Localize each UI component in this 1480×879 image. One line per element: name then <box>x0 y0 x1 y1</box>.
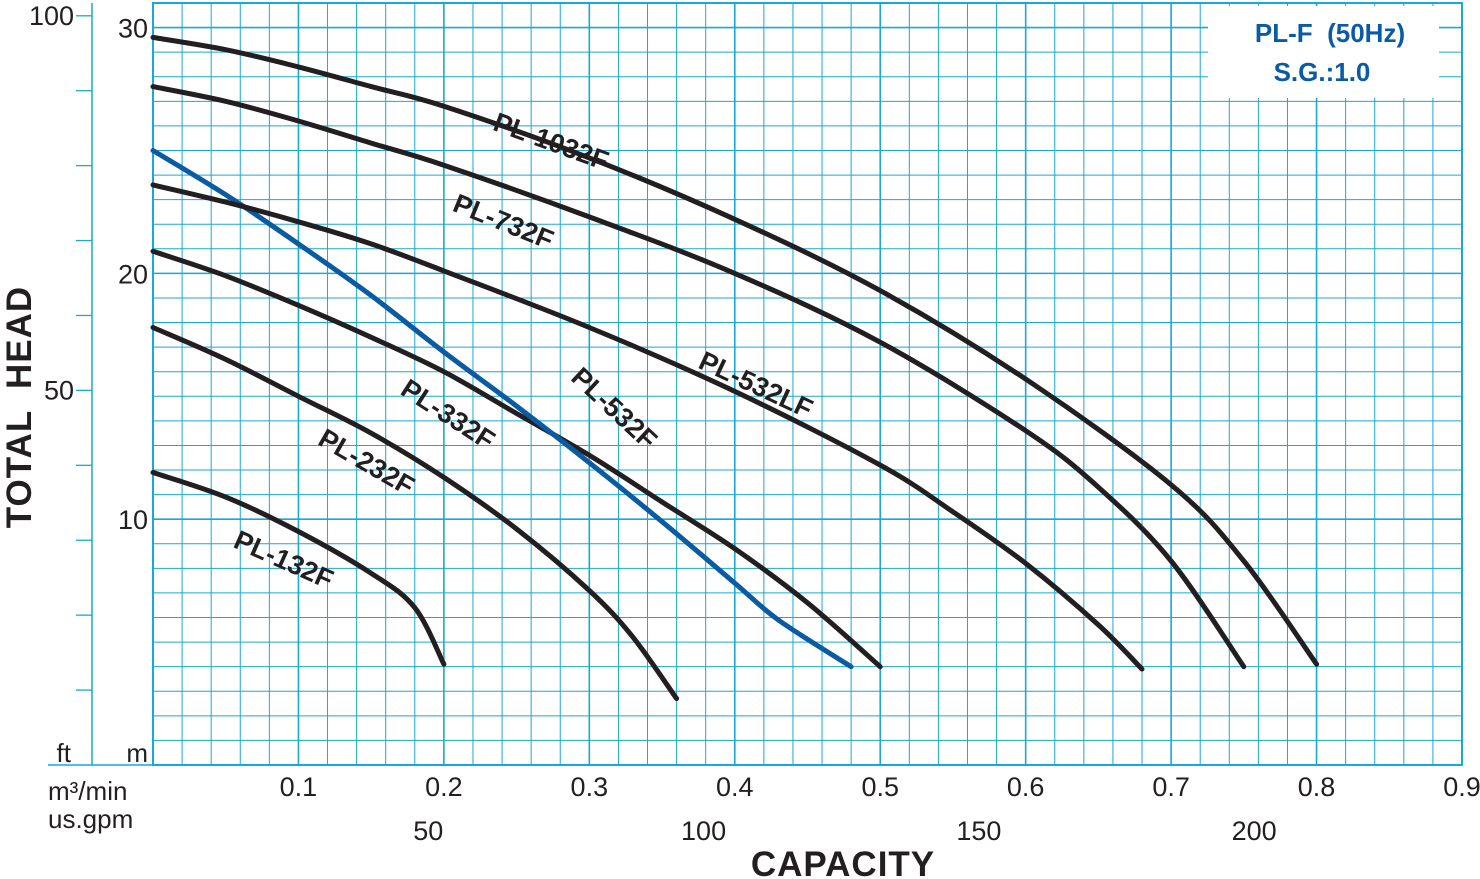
plot-border <box>152 2 1463 766</box>
y-tick-label-ft: 100 <box>29 1 74 31</box>
x-tick-label-m3min: 0.2 <box>425 772 463 802</box>
x-tick-label-m3min: 0.5 <box>861 772 899 802</box>
x-tick-label-gpm: 150 <box>956 816 1001 846</box>
x-tick-label-m3min: 0.7 <box>1152 772 1190 802</box>
x-tick-label-gpm: 200 <box>1232 816 1277 846</box>
y-unit-m: m <box>126 738 148 768</box>
y-tick-label-m: 10 <box>118 505 148 535</box>
x-tick-label-m3min: 0.4 <box>716 772 754 802</box>
title-box <box>1208 6 1439 98</box>
x-tick-label-m3min: 0.9 <box>1443 772 1480 802</box>
y-tick-label-m: 20 <box>118 259 148 289</box>
x-unit-m3min: m³/min <box>48 776 127 806</box>
curve-label-pl-1032f: PL-1032F <box>490 107 613 176</box>
x-tick-label-gpm: 100 <box>681 816 726 846</box>
y-tick-label-m: 30 <box>118 14 148 44</box>
curve-pl-1032f <box>150 34 1320 667</box>
axes: 50 100 10 20 30 0.1 0.2 0.3 0.4 0.5 0.6 0.7 0.8 0.9 50… <box>29 1 1480 846</box>
x-tick-label-m3min: 0.8 <box>1298 772 1336 802</box>
x-tick-label-gpm: 50 <box>413 816 443 846</box>
curve-pl-332f <box>150 248 883 670</box>
curve-pl-532f <box>150 148 854 670</box>
curve-pl-132f <box>150 470 447 667</box>
curve-pl-232f <box>150 325 680 702</box>
y-tick-label-ft: 50 <box>44 375 74 405</box>
y-unit-ft: ft <box>57 738 72 768</box>
chart-subtitle: S.G.:1.0 <box>1274 57 1371 87</box>
curve-pl-532lf <box>150 182 1145 672</box>
x-tick-label-m3min: 0.6 <box>1007 772 1045 802</box>
x-tick-label-m3min: 0.3 <box>571 772 609 802</box>
curve-label-pl-332f: PL-332F <box>396 373 500 455</box>
curve-label-pl-132f: PL-132F <box>230 525 338 595</box>
curve-label-pl-232f: PL-232F <box>314 423 420 502</box>
performance-curves <box>150 34 1320 702</box>
curve-label-pl-532f: PL-532F <box>565 362 662 456</box>
x-axis-title: CAPACITY <box>751 845 935 879</box>
curve-label-pl-532lf: PL-532LF <box>694 346 817 425</box>
curve-pl-732f <box>150 84 1247 670</box>
grid <box>152 2 1463 766</box>
x-unit-usgpm: us.gpm <box>48 804 133 834</box>
x-tick-label-m3min: 0.1 <box>280 772 318 802</box>
chart-title: PL-F (50Hz) <box>1255 18 1405 48</box>
y-axis-title: TOTAL HEAD <box>0 286 39 528</box>
